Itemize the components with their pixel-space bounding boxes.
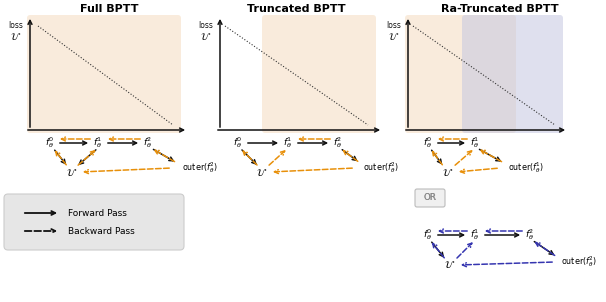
Text: $f_\theta^2$: $f_\theta^2$ (333, 136, 342, 150)
Text: $\mathrm{outer}(f_\theta^2)$: $\mathrm{outer}(f_\theta^2)$ (561, 255, 597, 269)
Text: $\mathcal{U}$: $\mathcal{U}$ (10, 31, 22, 41)
Text: loss: loss (8, 21, 24, 31)
Text: $\mathrm{outer}(f_\theta^2)$: $\mathrm{outer}(f_\theta^2)$ (363, 161, 399, 175)
Text: $f_\theta^0$: $f_\theta^0$ (45, 136, 55, 150)
FancyBboxPatch shape (4, 194, 184, 250)
Text: $f_\theta^2$: $f_\theta^2$ (525, 227, 534, 243)
Text: $f_\theta^1$: $f_\theta^1$ (470, 227, 480, 243)
Text: $f_\theta^2$: $f_\theta^2$ (144, 136, 153, 150)
Text: $\mathrm{outer}(f_\theta^1)$: $\mathrm{outer}(f_\theta^1)$ (508, 161, 544, 175)
FancyBboxPatch shape (462, 15, 563, 133)
Text: OR: OR (424, 194, 437, 203)
Text: Truncated BPTT: Truncated BPTT (247, 4, 345, 14)
Text: loss: loss (387, 21, 401, 31)
Text: Forward Pass: Forward Pass (68, 208, 127, 217)
Text: $\mathrm{outer}(f_\theta^2)$: $\mathrm{outer}(f_\theta^2)$ (182, 161, 218, 175)
Text: $f_\theta^0$: $f_\theta^0$ (423, 136, 433, 150)
Text: $f_\theta^0$: $f_\theta^0$ (233, 136, 243, 150)
Text: $f_\theta^1$: $f_\theta^1$ (470, 136, 480, 150)
Text: Full BPTT: Full BPTT (80, 4, 138, 14)
Text: $\mathcal{U}$: $\mathcal{U}$ (388, 31, 399, 41)
Text: $f_\theta^1$: $f_\theta^1$ (284, 136, 293, 150)
Text: $\mathcal{U}$: $\mathcal{U}$ (256, 166, 268, 178)
Text: Ra-Truncated BPTT: Ra-Truncated BPTT (441, 4, 559, 14)
FancyBboxPatch shape (415, 189, 445, 207)
Text: Backward Pass: Backward Pass (68, 226, 135, 236)
Text: $\mathcal{U}$: $\mathcal{U}$ (201, 31, 211, 41)
Text: loss: loss (199, 21, 213, 31)
Text: $f_\theta^0$: $f_\theta^0$ (423, 227, 433, 243)
Text: $\mathcal{U}$: $\mathcal{U}$ (67, 166, 78, 178)
Text: $\mathcal{U}$: $\mathcal{U}$ (444, 259, 456, 271)
Text: OR: OR (424, 194, 436, 203)
FancyBboxPatch shape (405, 15, 516, 133)
Text: $f_\theta^1$: $f_\theta^1$ (93, 136, 102, 150)
Text: $\mathcal{U}$: $\mathcal{U}$ (442, 166, 454, 178)
FancyBboxPatch shape (262, 15, 376, 133)
FancyBboxPatch shape (27, 15, 181, 133)
